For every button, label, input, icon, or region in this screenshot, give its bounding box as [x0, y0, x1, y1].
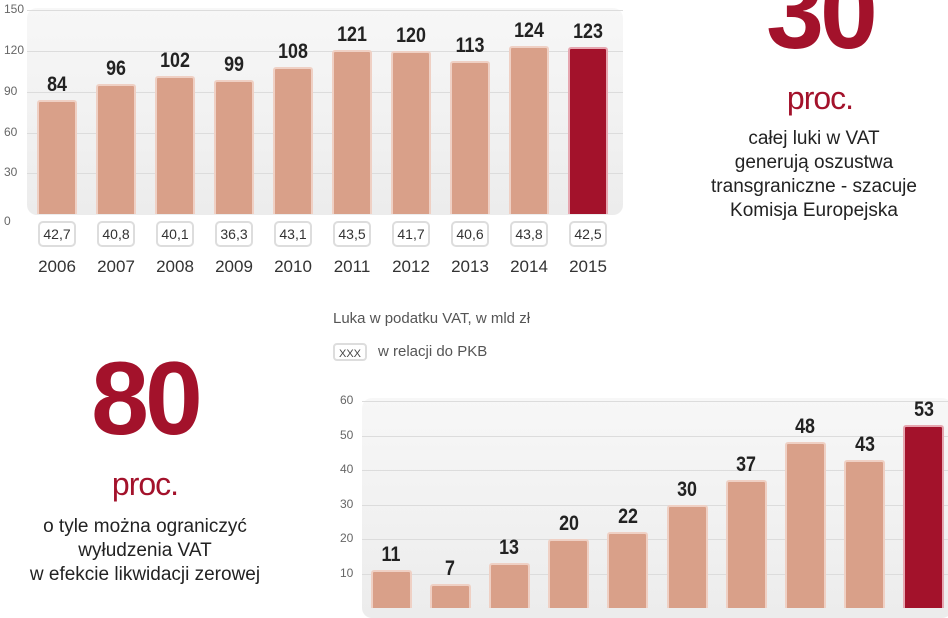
description-line: o tyle można ograniczyć: [43, 516, 247, 537]
bar-value-label: 102: [160, 48, 190, 72]
description-line: Komisja Europejska: [730, 200, 898, 221]
bar-value-label: 37: [736, 453, 757, 477]
x-tick-label: 2011: [333, 257, 371, 276]
legend-sample-box: XXX: [333, 343, 367, 361]
gridline: [27, 91, 623, 93]
bar-value-label: 120: [396, 24, 426, 48]
gridline: [362, 470, 948, 471]
bar-value-label: 13: [499, 536, 520, 560]
gridline: [362, 401, 948, 402]
bar-value-label: 43: [854, 432, 875, 456]
x-tick-label: 2013: [451, 257, 489, 276]
description-line: generują oszustwa: [734, 152, 894, 173]
pkb-share-label: 36,3: [215, 221, 253, 247]
bar: [509, 45, 549, 214]
bar: [96, 83, 136, 214]
bar: [607, 532, 649, 608]
legend-title: Luka w podatku VAT, w mld zł: [333, 310, 531, 327]
y-tick-label: 120: [4, 43, 25, 58]
gridline: [27, 51, 623, 53]
bar-value-label: 84: [47, 73, 67, 96]
callout-30-number: 30: [766, 0, 878, 71]
bar: [332, 49, 372, 214]
gridline: [362, 504, 948, 506]
bar: [844, 459, 886, 608]
y-tick-label: 50: [340, 427, 354, 442]
gridline: [362, 539, 948, 540]
bar: [273, 67, 313, 214]
description-line: całej luki w VAT: [748, 128, 880, 149]
bar-value-label: 22: [617, 505, 638, 529]
bar: [488, 563, 530, 608]
y-tick-label: 10: [340, 565, 354, 580]
bar-value-label: 99: [224, 52, 244, 76]
gridline: [27, 173, 623, 175]
pkb-share-label: 42,5: [569, 221, 607, 247]
bar-value-label: 11: [381, 543, 401, 567]
gridline: [362, 435, 948, 437]
bar: [666, 504, 708, 608]
callout-30-unit: proc.: [786, 80, 854, 116]
bar-value-label: 53: [913, 398, 934, 422]
callout-80-unit: proc.: [111, 466, 179, 502]
x-tick-label: 2012: [392, 257, 430, 276]
bar: [214, 79, 254, 214]
pkb-share-label: 41,7: [392, 221, 430, 247]
callout-80-number: 80: [91, 341, 203, 457]
bar-value-label: 124: [514, 18, 544, 42]
bar: [37, 100, 77, 214]
bar: [784, 442, 826, 608]
gridline: [27, 10, 623, 12]
bar: [391, 51, 431, 214]
callout-80-description: o tyle można ograniczyć wyłudzenia VAT w…: [0, 515, 290, 587]
x-tick-label: 2010: [274, 257, 312, 276]
bar: [429, 583, 471, 608]
y-tick-label: 30: [4, 165, 18, 180]
gridline: [27, 132, 623, 134]
pkb-share-label: 43,5: [333, 221, 371, 247]
pkb-share-label: 43,1: [274, 221, 312, 247]
bar: [370, 570, 412, 608]
bar-value-label: 7: [445, 556, 456, 580]
y-tick-label: 60: [340, 393, 354, 407]
x-tick-label: 2014: [510, 257, 548, 276]
pkb-share-label: 40,8: [97, 221, 135, 247]
bar: [568, 47, 608, 214]
gridline: [362, 573, 948, 575]
pkb-share-label: 40,6: [451, 221, 489, 247]
legend-box-label: w relacji do PKB: [378, 343, 488, 360]
pkb-share-label: 42,7: [38, 221, 76, 247]
bar-value-label: 108: [278, 40, 308, 64]
y-tick-label: 40: [340, 462, 354, 476]
x-tick-label: 2006: [38, 257, 76, 276]
x-tick-label: 2007: [97, 257, 135, 276]
bar-value-label: 123: [573, 20, 603, 44]
callout-30-description: całej luki w VAT generują oszustwa trans…: [680, 127, 948, 223]
description-line: w efekcie likwidacji zerowej: [29, 564, 261, 585]
bar-value-label: 30: [677, 477, 697, 501]
y-tick-label: 20: [340, 531, 354, 545]
y-tick-label: 150: [4, 2, 25, 17]
y-tick-label: 0: [4, 214, 11, 228]
bar-value-label: 20: [558, 512, 579, 535]
y-tick-label: 90: [4, 83, 18, 98]
bar-value-label: 48: [795, 415, 816, 439]
bar-value-label: 96: [106, 56, 126, 80]
y-tick-label: 60: [4, 124, 18, 139]
bar: [155, 75, 195, 214]
pkb-share-label: 40,1: [156, 221, 194, 247]
bar: [725, 480, 767, 608]
bar: [548, 539, 590, 608]
x-tick-label: 2009: [215, 257, 253, 276]
x-tick-label: 2008: [156, 257, 194, 276]
bar: [903, 425, 945, 608]
bar-value-label: 113: [455, 33, 485, 57]
y-tick-label: 30: [340, 496, 354, 511]
description-line: transgraniczne - szacuje: [711, 176, 917, 197]
bar-value-label: 121: [337, 22, 367, 46]
pkb-share-label: 43,8: [510, 221, 548, 247]
description-line: wyłudzenia VAT: [78, 540, 212, 561]
x-tick-label: 2015: [569, 257, 607, 276]
bar: [450, 60, 490, 214]
